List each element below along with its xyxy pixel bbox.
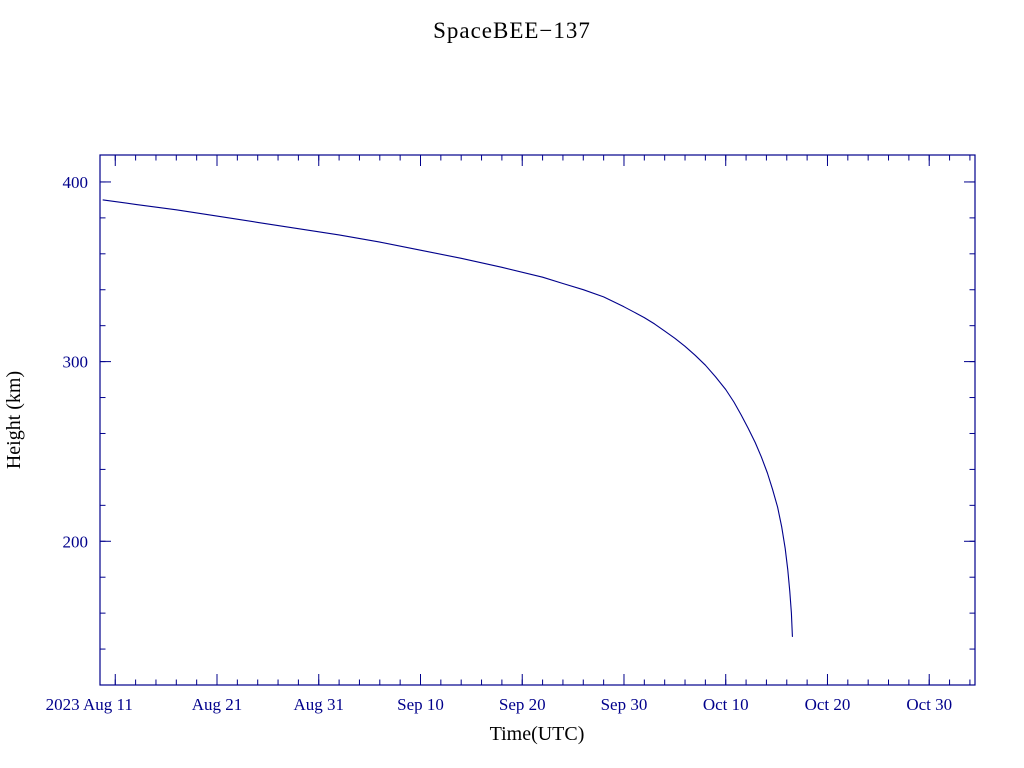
- plot-area: 2023 Aug 11 Aug 21 Aug 31 Sep 10 Sep 20 Sep 3…: [46, 154, 976, 714]
- plot-frame: [99, 154, 976, 686]
- x-tick-label: Sep 20: [499, 695, 546, 714]
- y-tick-label: 300: [63, 353, 89, 372]
- chart-title: SpaceBEE−137: [433, 18, 591, 43]
- x-tick-label: Oct 10: [703, 695, 749, 714]
- x-tick-label: Aug 31: [293, 695, 344, 714]
- x-tick-label: Oct 30: [906, 695, 952, 714]
- y-axis-title: Height (km): [3, 371, 25, 469]
- x-tick-label: Aug 21: [192, 695, 243, 714]
- x-tick-label: Oct 20: [805, 695, 851, 714]
- x-tick-label: Sep 10: [397, 695, 444, 714]
- x-tick-label: 2023 Aug 11: [46, 695, 133, 714]
- y-tick-label: 400: [63, 173, 89, 192]
- x-axis-title: Time(UTC): [490, 723, 585, 745]
- decay-curve: [102, 199, 793, 638]
- x-tick-label: Sep 30: [601, 695, 648, 714]
- y-tick-label: 200: [63, 532, 89, 551]
